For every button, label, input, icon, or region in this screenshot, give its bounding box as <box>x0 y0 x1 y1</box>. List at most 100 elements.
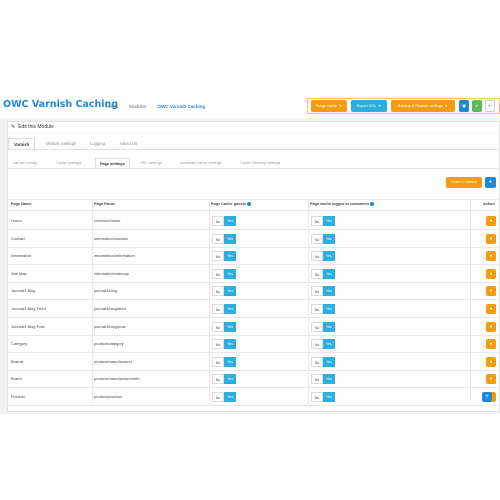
toggle-no[interactable]: No <box>311 268 323 279</box>
tab-varnish-config[interactable]: Varnish config <box>13 161 37 165</box>
export-vcl-button[interactable]: Export VCL ▼ <box>351 100 387 112</box>
toggle-yes[interactable]: Yes <box>323 251 335 262</box>
toggle-no[interactable]: No <box>212 356 224 367</box>
toggle-yes[interactable]: Yes <box>323 392 335 402</box>
col-divider <box>308 199 309 404</box>
toggle-yes[interactable]: Yes <box>224 304 236 314</box>
help-icon[interactable] <box>370 202 375 206</box>
save-and-close-button[interactable]: ✔ <box>472 100 482 112</box>
tab-invalidate-cache-settings[interactable]: Invalidate cache settings <box>180 161 222 165</box>
help-icon[interactable] <box>246 202 251 206</box>
toggle-yes[interactable]: Yes <box>224 251 236 262</box>
toggle-no[interactable]: No <box>212 286 224 297</box>
guests-cache-toggle[interactable]: No Yes <box>212 339 236 350</box>
guests-cache-toggle[interactable]: No Yes <box>212 374 236 385</box>
toggle-yes[interactable]: Yes <box>323 304 335 314</box>
delete-row-button[interactable]: ● <box>486 339 496 350</box>
toggle-no[interactable]: No <box>311 321 323 332</box>
toggle-no[interactable]: No <box>311 304 323 314</box>
toggle-yes[interactable]: Yes <box>224 233 236 244</box>
breadcrumb-home[interactable]: Home <box>106 104 119 109</box>
customers-cache-toggle[interactable]: No Yes <box>311 286 335 297</box>
toggle-no[interactable]: No <box>311 392 323 402</box>
toggle-yes[interactable]: Yes <box>323 216 335 226</box>
tab-module-settings[interactable]: Module Settings <box>46 141 77 146</box>
backup-restore-button[interactable]: Backup & Restore settings ▼ <box>391 100 455 112</box>
guests-cache-toggle[interactable]: No Yes <box>212 321 236 332</box>
guests-cache-toggle[interactable]: No Yes <box>212 392 236 402</box>
toggle-no[interactable]: No <box>311 233 323 244</box>
customers-cache-toggle[interactable]: No Yes <box>311 321 335 332</box>
guests-cache-toggle[interactable]: No Yes <box>212 286 236 297</box>
add-row-button[interactable]: + <box>482 392 492 402</box>
customers-cache-toggle[interactable]: No Yes <box>311 304 335 314</box>
guests-cache-toggle[interactable]: No Yes <box>212 251 236 262</box>
info-button[interactable]: ● <box>485 177 496 188</box>
guests-cache-toggle[interactable]: No Yes <box>212 356 236 367</box>
tab-cache-settings[interactable]: Cache settings <box>56 161 82 165</box>
tab-about-us[interactable]: About Us <box>120 141 138 146</box>
tab-logging[interactable]: Logging <box>90 141 105 146</box>
purge-cache-label: Purge cache <box>315 104 338 108</box>
toggle-yes[interactable]: Yes <box>224 268 236 279</box>
customers-cache-toggle[interactable]: No Yes <box>311 374 335 385</box>
purge-cache-button[interactable]: Purge cache ▼ <box>311 100 347 112</box>
delete-row-button[interactable]: ● <box>486 233 496 244</box>
toggle-yes[interactable]: Yes <box>224 339 236 350</box>
customers-cache-toggle[interactable]: No Yes <box>311 339 335 350</box>
toggle-no[interactable]: No <box>311 251 323 262</box>
customers-cache-toggle[interactable]: No Yes <box>311 233 335 244</box>
toggle-no[interactable]: No <box>311 374 323 385</box>
delete-row-button[interactable]: ● <box>486 286 496 297</box>
customers-cache-toggle[interactable]: No Yes <box>311 268 335 279</box>
tab-cache-warmup-settings[interactable]: Cache Warmup settings <box>240 161 281 165</box>
back-button[interactable]: ↩ <box>485 100 495 112</box>
toggle-yes[interactable]: Yes <box>224 356 236 367</box>
customers-cache-toggle[interactable]: No Yes <box>311 356 335 367</box>
toggle-yes[interactable]: Yes <box>323 321 335 332</box>
toggle-yes[interactable]: Yes <box>323 374 335 385</box>
toggle-no[interactable]: No <box>311 339 323 350</box>
toggle-no[interactable]: No <box>311 356 323 367</box>
toggle-yes[interactable]: Yes <box>323 268 335 279</box>
delete-row-button[interactable]: ● <box>486 251 496 262</box>
toggle-no[interactable]: No <box>311 216 323 226</box>
toggle-no[interactable]: No <box>311 286 323 297</box>
toggle-no[interactable]: No <box>212 251 224 262</box>
reset-to-default-button[interactable]: Reset to Default <box>446 177 482 188</box>
tab-url-settings[interactable]: URL settings <box>140 161 162 165</box>
delete-row-button[interactable]: ● <box>486 321 496 332</box>
toggle-no[interactable]: No <box>212 392 224 402</box>
toggle-no[interactable]: No <box>212 233 224 244</box>
delete-row-button[interactable]: ● <box>486 268 496 279</box>
guests-cache-toggle[interactable]: No Yes <box>212 216 236 226</box>
toggle-yes[interactable]: Yes <box>323 233 335 244</box>
toggle-no[interactable]: No <box>212 374 224 385</box>
guests-cache-toggle[interactable]: No Yes <box>212 268 236 279</box>
delete-row-button[interactable]: ● <box>486 356 496 367</box>
toggle-no[interactable]: No <box>212 268 224 279</box>
toggle-yes[interactable]: Yes <box>224 374 236 385</box>
customers-cache-toggle[interactable]: No Yes <box>311 251 335 262</box>
save-button[interactable]: ▣ <box>459 100 469 112</box>
toggle-yes[interactable]: Yes <box>224 392 236 402</box>
delete-row-button[interactable]: ● <box>486 216 496 226</box>
breadcrumb-modules[interactable]: Modules <box>129 104 147 109</box>
toggle-yes[interactable]: Yes <box>323 356 335 367</box>
guests-cache-toggle[interactable]: No Yes <box>212 304 236 314</box>
toggle-no[interactable]: No <box>212 339 224 350</box>
toggle-yes[interactable]: Yes <box>224 216 236 226</box>
toggle-yes[interactable]: Yes <box>224 286 236 297</box>
customers-cache-toggle[interactable]: No Yes <box>311 216 335 226</box>
toggle-no[interactable]: No <box>212 304 224 314</box>
toggle-yes[interactable]: Yes <box>323 339 335 350</box>
delete-row-button[interactable]: ● <box>486 304 496 314</box>
toggle-yes[interactable]: Yes <box>323 286 335 297</box>
customers-cache-toggle[interactable]: No Yes <box>311 392 335 402</box>
toggle-yes[interactable]: Yes <box>224 321 236 332</box>
toggle-no[interactable]: No <box>212 321 224 332</box>
guests-cache-toggle[interactable]: No Yes <box>212 233 236 244</box>
toggle-no[interactable]: No <box>212 216 224 226</box>
breadcrumb-current[interactable]: OWC Varnish Caching <box>157 104 206 109</box>
delete-row-button[interactable]: ● <box>486 374 496 385</box>
